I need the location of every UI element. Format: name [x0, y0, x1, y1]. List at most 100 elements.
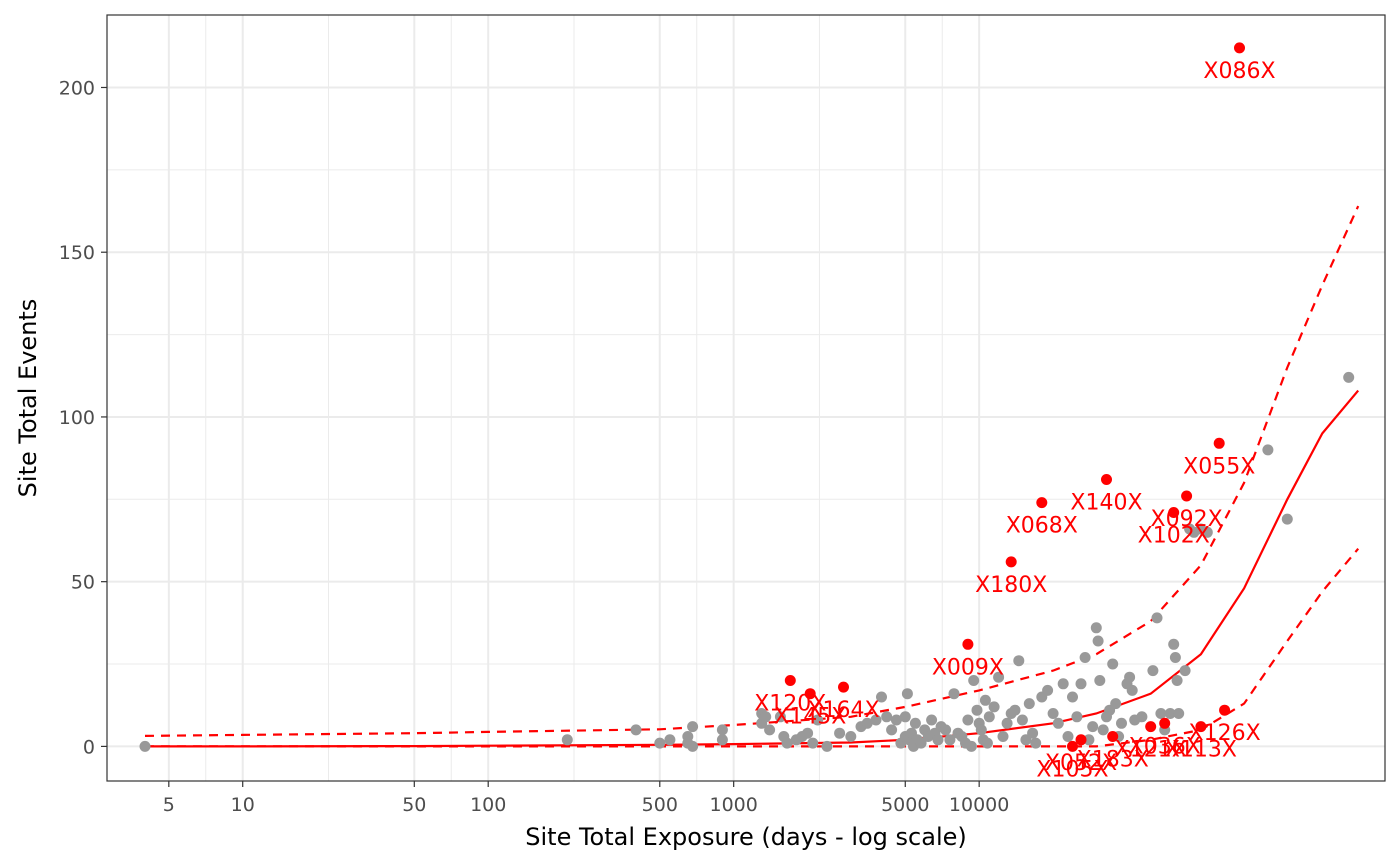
data-point [1087, 721, 1099, 733]
x-axis-ticks: 5 10 50 100 500 1000 5000 10000 [163, 781, 1009, 816]
point-labels: X086X X055X X140X X092X X068X X102X X180X X009X… [754, 59, 1275, 783]
point-label: X036X [1129, 734, 1201, 759]
point-label: X102X [1138, 524, 1210, 549]
point-label: X140X [1070, 491, 1142, 516]
data-point [1071, 711, 1083, 723]
data-point [1075, 734, 1087, 746]
data-point [1107, 658, 1119, 670]
x-tick-label: 5000 [881, 794, 929, 816]
data-point [1067, 740, 1078, 752]
lower-bound-line [145, 547, 1360, 748]
data-point [948, 688, 960, 700]
y-tick-label: 50 [71, 572, 95, 594]
data-point [981, 737, 993, 749]
data-point [1090, 622, 1102, 634]
point-label: X052X [1045, 751, 1117, 776]
data-point [968, 675, 980, 686]
data-point [1052, 717, 1064, 729]
x-tick-label: 500 [642, 794, 678, 816]
data-point [1219, 704, 1231, 716]
data-point [890, 714, 902, 726]
data-point [630, 724, 642, 736]
data-point [1145, 721, 1157, 733]
data-point [1101, 474, 1112, 485]
data-point [1136, 711, 1148, 723]
data-point [926, 714, 938, 726]
data-points [139, 42, 1355, 752]
data-point [899, 711, 911, 723]
data-point [962, 638, 974, 650]
data-point [1168, 638, 1180, 650]
x-tick-label: 1000 [710, 794, 758, 816]
data-point [1181, 490, 1193, 502]
data-point [1343, 371, 1355, 383]
data-point [1097, 724, 1109, 736]
major-grid [107, 15, 1385, 781]
data-point [774, 711, 786, 723]
data-point [876, 691, 887, 703]
data-point [870, 714, 882, 726]
y-axis-ticks: 0 50 100 150 200 [59, 77, 107, 758]
point-label: X126X [1189, 721, 1261, 746]
data-point [781, 737, 793, 749]
data-point [983, 711, 995, 723]
data-point [1116, 717, 1127, 729]
data-point [716, 734, 728, 746]
data-point [821, 740, 833, 752]
data-point [940, 724, 952, 736]
x-axis-title: Site Total Exposure (days - log scale) [525, 823, 966, 851]
point-label: X055X [1183, 454, 1255, 479]
data-point [932, 734, 944, 746]
data-point [1126, 684, 1138, 696]
upper-bound-line [144, 205, 1360, 737]
y-axis-title: Site Total Events [14, 299, 42, 498]
data-point [1234, 42, 1245, 54]
data-point [845, 731, 857, 742]
point-label: X092X [1151, 507, 1223, 532]
data-point [971, 704, 983, 716]
data-point [965, 740, 977, 752]
data-point [1107, 731, 1119, 742]
x-tick-label: 10 [231, 794, 255, 816]
data-point [1094, 675, 1106, 686]
data-point [760, 711, 772, 723]
point-label: X145X [774, 705, 846, 730]
data-point [1124, 671, 1136, 683]
fit-lines [144, 205, 1360, 748]
data-point [561, 734, 573, 746]
data-point [975, 724, 987, 736]
data-point [1067, 691, 1078, 703]
data-point [1009, 704, 1021, 716]
data-point [1201, 526, 1213, 538]
x-tick-label: 10000 [949, 794, 1009, 816]
data-point [812, 714, 824, 726]
point-label: X009X [932, 655, 1004, 680]
point-label: X113X [1165, 738, 1237, 763]
data-point [802, 727, 814, 739]
data-point [1110, 698, 1122, 710]
y-tick-label: 0 [83, 736, 95, 758]
data-point [1013, 655, 1025, 667]
data-point [1079, 652, 1091, 663]
data-point [1023, 698, 1035, 710]
data-point [993, 671, 1005, 683]
panel-border [106, 14, 1386, 782]
data-point [944, 734, 956, 746]
data-point [988, 701, 1000, 713]
data-point [1005, 556, 1017, 568]
data-point [664, 734, 676, 746]
data-point [1171, 675, 1183, 686]
x-tick-label: 50 [402, 794, 426, 816]
data-point [1281, 513, 1293, 525]
data-point [1169, 652, 1181, 663]
data-point [1075, 678, 1087, 690]
expected-fit-line [145, 389, 1360, 748]
data-point [962, 714, 974, 726]
data-point [997, 731, 1009, 742]
data-point [807, 737, 819, 749]
data-point [886, 724, 898, 736]
x-tick-label: 5 [163, 794, 175, 816]
data-point [1195, 721, 1207, 733]
data-point [1020, 734, 1032, 746]
x-tick-label: 100 [470, 794, 506, 816]
